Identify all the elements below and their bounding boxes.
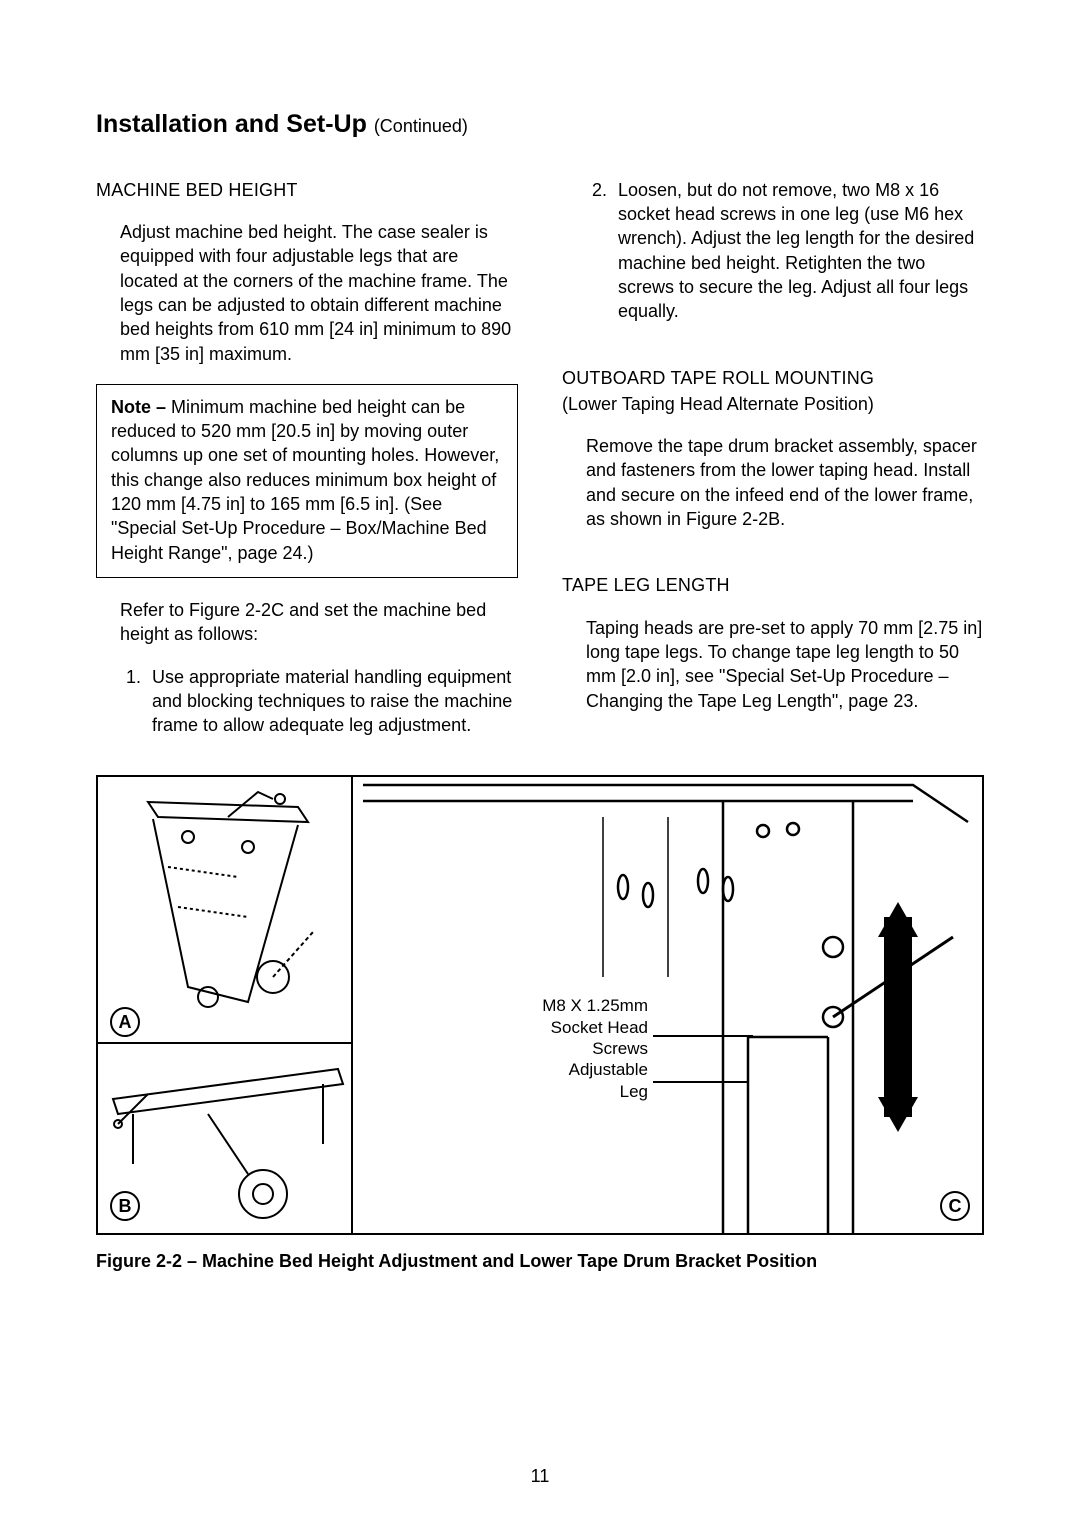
note-label: Note – (111, 397, 171, 417)
callout-screws: M8 X 1.25mmSocket HeadScrews (528, 995, 648, 1059)
note-body: Minimum machine bed height can be reduce… (111, 397, 499, 563)
para-outboard-tape: Remove the tape drum bracket assembly, s… (586, 434, 984, 531)
figure-panel-c (353, 777, 980, 1233)
note-box: Note – Minimum machine bed height can be… (96, 384, 518, 578)
figure-caption: Figure 2-2 – Machine Bed Height Adjustme… (96, 1249, 984, 1273)
steps-list-left: Use appropriate material handling equipm… (100, 665, 518, 738)
figure-panel-a (98, 777, 351, 1042)
page-number: 11 (0, 1464, 1080, 1488)
right-column: Loosen, but do not remove, two M8 x 16 s… (562, 178, 984, 756)
two-column-body: MACHINE BED HEIGHT Adjust machine bed he… (96, 178, 984, 756)
title-main: Installation and Set-Up (96, 110, 367, 138)
heading-outboard-tape: OUTBOARD TAPE ROLL MOUNTING (562, 366, 984, 390)
figure-2-2: M8 X 1.25mmSocket HeadScrews AdjustableL… (96, 775, 984, 1273)
steps-list-right: Loosen, but do not remove, two M8 x 16 s… (566, 178, 984, 324)
para-tape-leg-length: Taping heads are pre-set to apply 70 mm … (586, 616, 984, 713)
para-refer-figure: Refer to Figure 2-2C and set the machine… (120, 598, 518, 647)
title-continued: (Continued) (374, 116, 468, 136)
subheading-outboard-tape: (Lower Taping Head Alternate Position) (562, 392, 984, 416)
figure-box: M8 X 1.25mmSocket HeadScrews AdjustableL… (96, 775, 984, 1235)
step-2: Loosen, but do not remove, two M8 x 16 s… (612, 178, 984, 324)
heading-machine-bed-height: MACHINE BED HEIGHT (96, 178, 518, 202)
step-1: Use appropriate material handling equipm… (146, 665, 518, 738)
callout-line-screws (653, 1035, 753, 1037)
para-bed-height-intro: Adjust machine bed height. The case seal… (120, 220, 518, 366)
callout-line-leg (653, 1081, 748, 1083)
callout-adjustable-leg: AdjustableLeg (538, 1059, 648, 1102)
page-title: Installation and Set-Up (Continued) (96, 108, 984, 142)
left-column: MACHINE BED HEIGHT Adjust machine bed he… (96, 178, 518, 756)
heading-tape-leg-length: TAPE LEG LENGTH (562, 573, 984, 597)
